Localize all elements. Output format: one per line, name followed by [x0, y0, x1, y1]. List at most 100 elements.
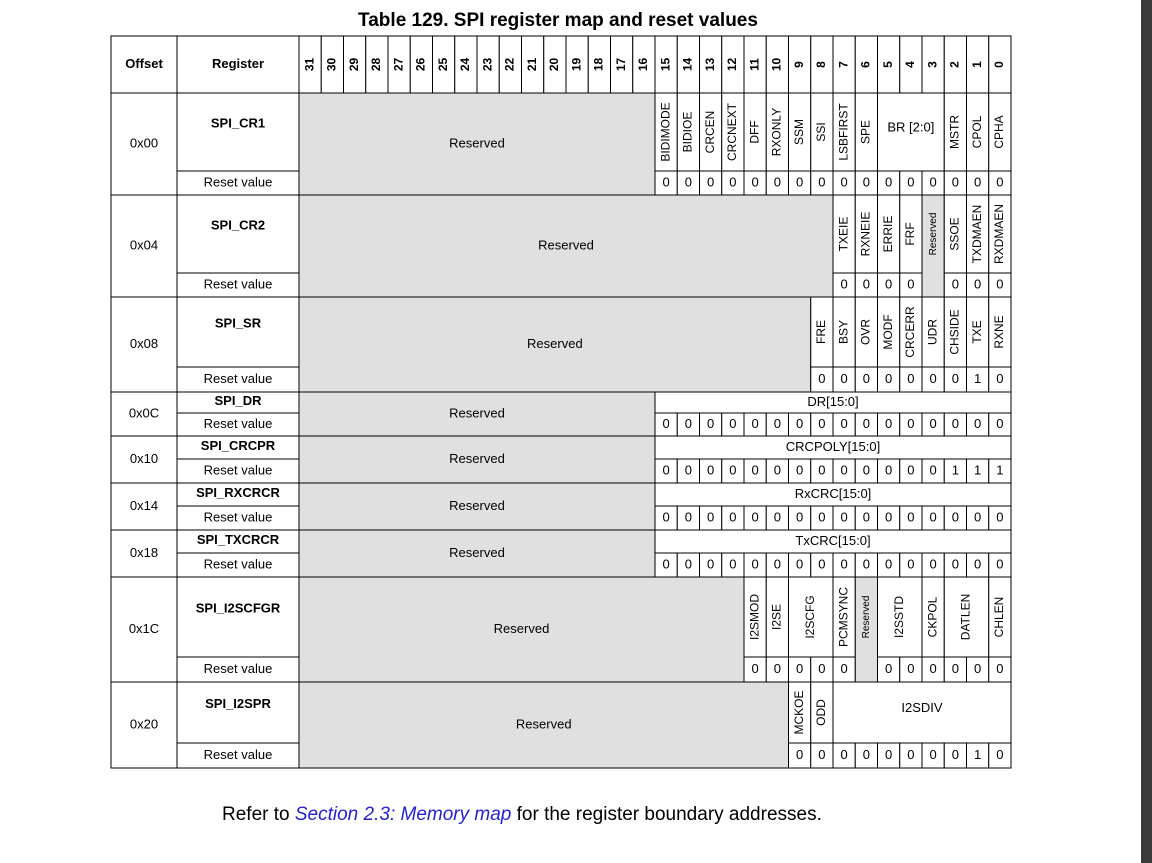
offset-cell: [110, 482, 178, 531]
reset-value: 1: [974, 462, 981, 477]
field-name: I2SCFG: [803, 595, 817, 638]
field-name: BIDIMODE: [658, 102, 672, 161]
offset-cell: [110, 681, 178, 769]
reserved-label: Reserved: [449, 405, 505, 420]
offset-cell: [110, 435, 178, 484]
reset-value: 0: [974, 509, 981, 524]
field-name: DFF: [747, 120, 761, 143]
field-name: CHLEN: [992, 597, 1006, 638]
offset: 0x14: [130, 498, 158, 513]
field-name: MCKOE: [792, 690, 806, 734]
reset-label: Reset value: [204, 509, 273, 524]
bit-number: 14: [681, 58, 695, 72]
bit-number: 27: [391, 58, 405, 72]
reset-value: 0: [818, 509, 825, 524]
field-name: CRCERR: [903, 306, 917, 358]
field-name: CRCPOLY[15:0]: [786, 439, 880, 454]
table-title: Table 129. SPI register map and reset va…: [358, 10, 758, 31]
reset-value: 0: [930, 509, 937, 524]
reset-value: 0: [796, 416, 803, 431]
reset-label: Reset value: [204, 174, 273, 189]
footer-prefix: Refer to: [222, 804, 295, 825]
reset-value: 0: [774, 661, 781, 676]
reset-value: 0: [818, 371, 825, 386]
reserved-label: Reserved: [861, 596, 872, 639]
field-name: I2SSTD: [892, 596, 906, 638]
reset-value: 0: [885, 661, 892, 676]
field-name: I2SE: [770, 604, 784, 630]
field-name: SSM: [792, 119, 806, 145]
field-name: BSY: [836, 320, 850, 344]
reserved-label: Reserved: [449, 451, 505, 466]
field-name: PCMSYNC: [836, 587, 850, 647]
bit-number: 9: [792, 61, 806, 68]
reset-value: 0: [996, 747, 1003, 762]
reset-value: 0: [996, 276, 1003, 291]
field-name: RXDMAEN: [992, 204, 1006, 264]
field-name: CKPOL: [925, 596, 939, 637]
reset-value: 0: [885, 462, 892, 477]
reserved-label: Reserved: [449, 545, 505, 560]
register-cell: [176, 576, 300, 658]
reserved-label: Reserved: [449, 135, 505, 150]
field-name: DR[15:0]: [807, 394, 858, 409]
bit-number: 17: [614, 58, 628, 72]
reset-label-cell: [176, 170, 300, 196]
bit-number: 1: [970, 61, 984, 68]
field-name: I2SMOD: [747, 594, 761, 640]
register-cell: [176, 296, 300, 368]
header-cell: [110, 35, 178, 94]
reset-value: 0: [729, 509, 736, 524]
offset-cell: [110, 576, 178, 683]
reset-value: 0: [774, 416, 781, 431]
reset-value: 0: [818, 174, 825, 189]
reset-value: 0: [729, 556, 736, 571]
reset-value: 0: [796, 509, 803, 524]
bit-number: 12: [725, 58, 739, 72]
reset-value: 0: [841, 416, 848, 431]
reset-value: 0: [729, 462, 736, 477]
reset-value: 0: [729, 174, 736, 189]
section-link[interactable]: Section 2.3: Memory map: [295, 804, 511, 825]
field-cell: [877, 576, 923, 658]
bit-number: 29: [347, 58, 361, 72]
reset-label: Reset value: [204, 416, 273, 431]
reset-value: 0: [863, 509, 870, 524]
bit-number: 3: [925, 61, 939, 68]
reset-value: 0: [974, 276, 981, 291]
bit-number: 26: [414, 58, 428, 72]
bit-number: 15: [658, 58, 672, 72]
reset-value: 0: [952, 556, 959, 571]
reset-value: 0: [841, 174, 848, 189]
field-name: DATLEN: [959, 594, 973, 640]
reset-value: 0: [863, 371, 870, 386]
reserved-label: Reserved: [538, 237, 594, 252]
reset-value: 0: [907, 416, 914, 431]
reset-value: 0: [930, 747, 937, 762]
field-name: CHSIDE: [948, 309, 962, 354]
field-name: FRE: [814, 320, 828, 344]
reset-value: 0: [707, 174, 714, 189]
field-name: LSBFIRST: [836, 103, 850, 161]
field-name: MODF: [881, 314, 895, 349]
reset-value: 0: [885, 556, 892, 571]
scrollbar: [1141, 0, 1152, 863]
reserved-label: Reserved: [449, 498, 505, 513]
bit-number: 23: [480, 58, 494, 72]
bit-number: 16: [636, 58, 650, 72]
register-name: SPI_RXCRCR: [196, 485, 280, 500]
field-name: ERRIE: [881, 216, 895, 253]
reset-value: 0: [885, 174, 892, 189]
reset-value: 0: [707, 556, 714, 571]
reset-label-cell: [176, 656, 300, 683]
reset-value: 0: [663, 509, 670, 524]
reset-value: 0: [996, 174, 1003, 189]
field-name: RXONLY: [770, 108, 784, 156]
register-header: Register: [212, 56, 264, 71]
reset-value: 0: [685, 174, 692, 189]
reserved-cell: [298, 92, 656, 196]
bit-number: 8: [814, 61, 828, 68]
bit-number: 19: [569, 58, 583, 72]
field-name: SSI: [814, 122, 828, 141]
reset-label: Reset value: [204, 747, 273, 762]
